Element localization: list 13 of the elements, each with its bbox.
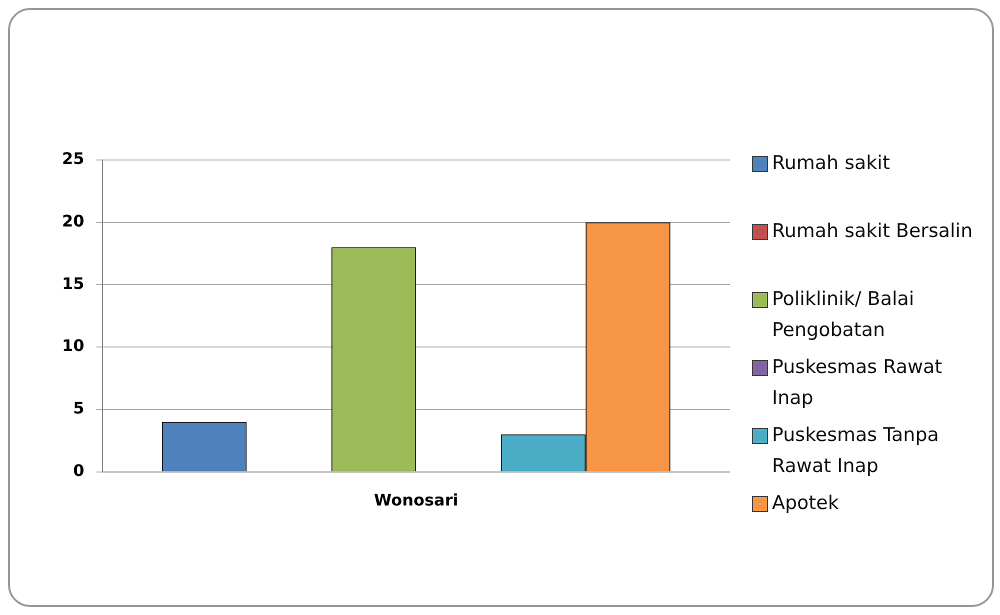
legend-label: Rumah sakit: [772, 151, 890, 176]
legend-label: Puskesmas Tanpa Rawat Inap: [772, 423, 940, 479]
legend-label: Apotek: [772, 491, 839, 516]
legend-label: Poliklinik/ Balai Pengobatan: [772, 287, 916, 343]
y-tick-label: 20: [62, 212, 84, 231]
legend-label: Puskesmas Rawat Inap: [772, 355, 944, 411]
y-tick-label: 5: [73, 398, 84, 418]
x-tick-label: Wonosari: [374, 490, 458, 510]
y-tick-label: 10: [62, 336, 84, 356]
legend-label: Rumah sakit Bersalin: [772, 219, 973, 244]
y-tick-label: 0: [73, 460, 84, 480]
y-tick-label: 15: [62, 274, 84, 293]
y-tick-label: 25: [62, 149, 84, 168]
